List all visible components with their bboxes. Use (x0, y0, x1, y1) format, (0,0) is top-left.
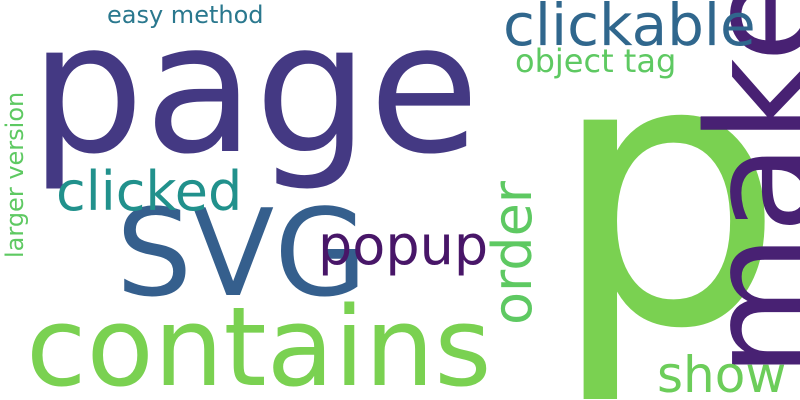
word-larger-version: larger version (1, 91, 29, 258)
word-clicked: clicked (56, 160, 243, 223)
word-popup: popup (318, 214, 489, 277)
word-object-tag: object tag (515, 42, 677, 80)
word-svg: SVG (116, 185, 368, 324)
word-show: show (657, 346, 787, 400)
word-order: order (481, 181, 544, 325)
word-easy-method: easy method (107, 1, 264, 29)
word-page: page (30, 0, 480, 194)
word-contains: contains (26, 283, 492, 400)
word-p: p (550, 0, 785, 400)
word-clickable: clickable (503, 0, 756, 59)
